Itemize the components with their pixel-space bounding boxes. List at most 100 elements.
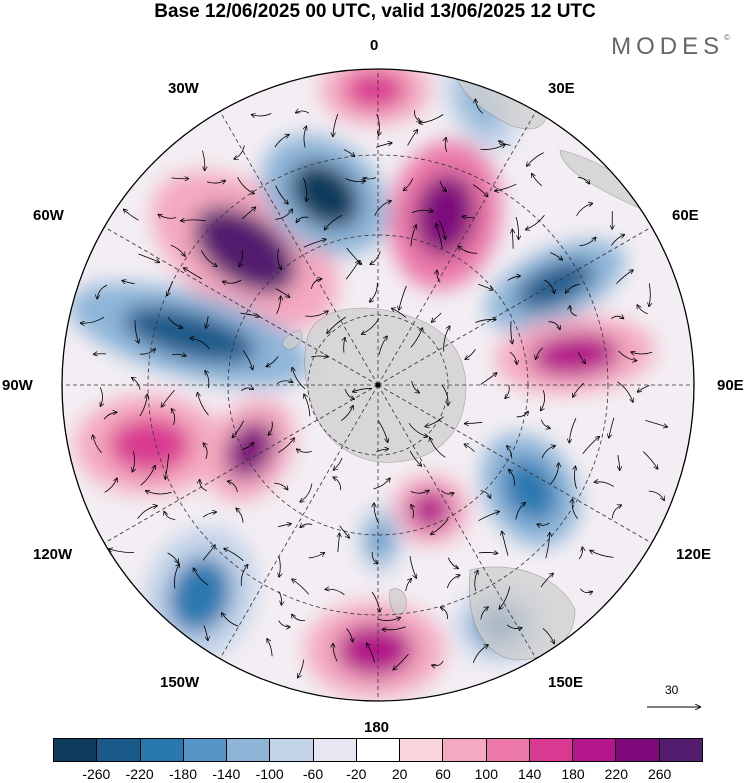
wind-vector <box>252 113 272 116</box>
wind-vector <box>478 552 498 553</box>
map-border <box>61 68 695 702</box>
wind-vector <box>146 491 172 494</box>
wind-vector <box>595 482 614 487</box>
lon-label-30w: 30W <box>168 80 199 97</box>
colorbar-segment <box>572 739 616 761</box>
colorbar-segment <box>615 739 659 761</box>
wind-vector <box>472 645 488 664</box>
wind-vector <box>458 246 477 254</box>
wind-vector <box>239 249 242 267</box>
wind-vector <box>545 533 550 559</box>
colorbar-segment <box>226 739 270 761</box>
wind-vector <box>631 352 653 354</box>
lon-label-120w: 120W <box>33 546 73 563</box>
wind-vector <box>441 385 448 405</box>
wind-vector <box>480 373 497 385</box>
meridian-line <box>219 111 379 386</box>
wind-vector <box>609 417 615 438</box>
wind-vector <box>333 477 342 491</box>
wind-vector <box>240 312 260 316</box>
wind-vector <box>172 354 186 356</box>
wind-vector <box>616 270 633 284</box>
wind-vector <box>478 512 499 522</box>
wind-vector <box>370 282 378 302</box>
colorbar-tick-label: 220 <box>604 766 629 782</box>
wind-vector <box>237 177 254 193</box>
anomaly-core <box>409 490 451 530</box>
land-area <box>282 329 303 351</box>
colorbar-tick-label: 100 <box>474 766 499 782</box>
wind-vector <box>198 393 209 416</box>
map-title: Base 12/06/2025 00 UTC, valid 13/06/2025… <box>154 1 596 22</box>
meridian-line <box>377 384 652 544</box>
anomaly-core <box>531 333 619 377</box>
meridian-line <box>377 384 537 659</box>
wind-vector <box>509 470 515 486</box>
colorbar-tick-label: -260 <box>82 766 111 782</box>
wind-vector <box>409 450 421 466</box>
wind-vector <box>345 261 359 280</box>
colorbar-segment <box>139 739 183 761</box>
wind-vector <box>334 457 343 470</box>
wind-vector <box>579 588 592 593</box>
wind-vector <box>303 177 306 202</box>
wind-vector <box>268 421 273 435</box>
lon-label-120e: 120E <box>676 546 712 563</box>
wind-vector <box>240 565 247 587</box>
wind-vector <box>340 406 353 422</box>
wind-vector <box>404 178 414 190</box>
wind-vector <box>462 216 475 217</box>
colorbar-tick-label: -100 <box>255 766 284 782</box>
wind-vector <box>577 351 585 363</box>
wind-vector <box>139 395 147 417</box>
wind-vector <box>383 626 406 630</box>
wind-vector <box>371 591 380 612</box>
colorbar-tick-label: -20 <box>346 766 367 782</box>
wind-vector <box>526 214 545 229</box>
colorbar-segment <box>485 739 529 761</box>
brand-name: MODES <box>611 33 725 60</box>
wind-vector <box>611 316 623 319</box>
wind-vector <box>574 466 576 489</box>
wind-vector <box>346 628 352 642</box>
wind-vector <box>502 532 509 556</box>
wind-vector <box>232 420 244 438</box>
wind-vector <box>472 184 488 197</box>
wind-vector <box>140 466 155 486</box>
wind-vector <box>438 220 445 239</box>
wind-vector <box>234 145 245 159</box>
wind-vector <box>495 183 517 191</box>
colorbar-tick-label: 20 <box>391 766 408 782</box>
wind-vector <box>532 174 543 187</box>
wind-vector <box>432 660 444 666</box>
lon-label-150e: 150E <box>548 674 584 691</box>
wind-vector <box>637 305 648 315</box>
anomaly-core <box>502 458 558 522</box>
wind-vector <box>411 380 419 393</box>
wind-vector <box>573 382 584 397</box>
anomaly-core <box>193 206 297 294</box>
wind-vector <box>343 149 355 157</box>
wind-vector <box>94 354 107 355</box>
wind-vector <box>540 573 553 588</box>
wind-vector <box>377 420 388 442</box>
wind-vector <box>325 589 345 596</box>
wind-vector <box>370 251 381 264</box>
wind-vector <box>97 284 108 299</box>
anomaly-core <box>290 161 360 229</box>
wind-vector <box>277 438 294 453</box>
wind-vector <box>308 553 325 559</box>
colorbar-segment <box>355 739 400 761</box>
colorbar-tick-label: 180 <box>561 766 585 782</box>
wind-vector <box>509 351 517 364</box>
colorbar-segment <box>54 739 97 761</box>
wind-vector <box>410 491 429 494</box>
wind-vector <box>541 390 546 410</box>
wind-vector <box>399 285 407 310</box>
wind-vector <box>339 525 350 538</box>
wind-vector <box>475 99 484 114</box>
wind-vector <box>165 453 170 479</box>
wind-vector <box>241 443 254 450</box>
wind-vector <box>138 253 160 262</box>
wind-vector <box>292 579 310 595</box>
